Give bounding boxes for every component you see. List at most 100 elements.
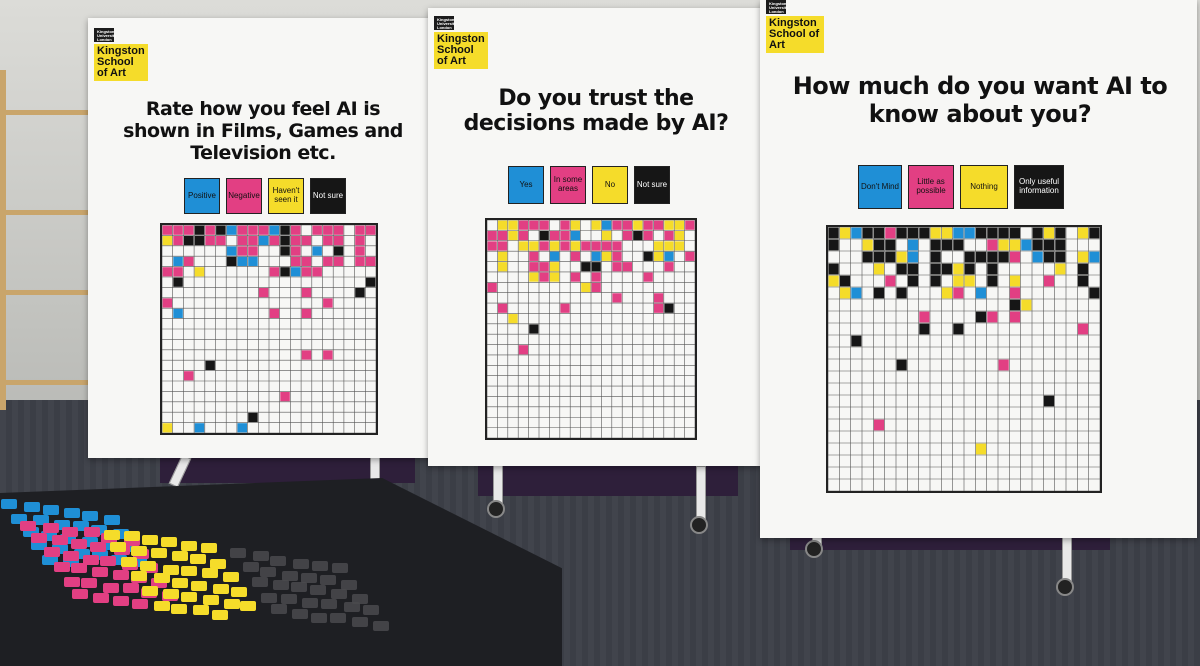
sticker-tile[interactable] — [252, 551, 269, 562]
sticker-tile[interactable] — [130, 546, 147, 557]
sticker-tile[interactable] — [62, 526, 79, 537]
sticker-tile[interactable] — [272, 579, 289, 590]
sticker-tile[interactable] — [112, 569, 129, 580]
sticker-tile[interactable] — [63, 550, 80, 561]
sticker-tile[interactable] — [330, 613, 347, 624]
sticker-tile[interactable] — [172, 577, 189, 588]
sticker-tile[interactable] — [1, 498, 18, 509]
sticker-tile[interactable] — [210, 558, 227, 569]
sticker-tile[interactable] — [190, 581, 207, 592]
sticker-tile[interactable] — [181, 566, 198, 577]
sticker-tile[interactable] — [103, 515, 120, 526]
sticker-tile[interactable] — [372, 621, 389, 632]
sticker-tile[interactable] — [52, 535, 69, 546]
sticker-tile[interactable] — [42, 504, 59, 515]
sticker-tile[interactable] — [70, 539, 87, 550]
sticker-tile[interactable] — [202, 594, 219, 605]
sticker-tile[interactable] — [82, 554, 99, 565]
sticker-tile[interactable] — [281, 594, 298, 604]
sticker-tile[interactable] — [240, 600, 257, 611]
sticker-tile[interactable] — [230, 548, 247, 559]
sticker-tile[interactable] — [310, 585, 327, 596]
sticker-tile[interactable] — [53, 520, 70, 531]
sticker-tile[interactable] — [351, 617, 368, 628]
sticker-tile[interactable] — [132, 598, 149, 609]
sticker-tile[interactable] — [161, 537, 178, 548]
sticker-tile[interactable] — [251, 577, 268, 588]
sticker-tile[interactable] — [200, 543, 217, 554]
sticker-tile[interactable] — [172, 551, 189, 562]
sticker-tile[interactable] — [121, 557, 138, 568]
sticker-tile[interactable] — [51, 543, 68, 554]
sticker-tile[interactable] — [292, 559, 309, 570]
sticker-tile[interactable] — [92, 593, 109, 604]
sticker-tile[interactable] — [43, 546, 60, 557]
sticker-tile[interactable] — [343, 602, 360, 613]
sticker-tile[interactable] — [103, 530, 120, 541]
sticker-tile[interactable] — [83, 527, 100, 538]
sticker-tile[interactable] — [113, 596, 130, 607]
sticker-tile[interactable] — [181, 540, 198, 551]
sticker-tile[interactable] — [23, 527, 40, 538]
sticker-tile[interactable] — [23, 502, 40, 513]
sticker-tile[interactable] — [130, 571, 147, 582]
sticker-tile[interactable] — [122, 583, 139, 594]
sticker-tile[interactable] — [80, 577, 97, 588]
sticker-tile[interactable] — [320, 599, 337, 610]
sticker-tile[interactable] — [270, 556, 287, 567]
sticker-tile[interactable] — [92, 549, 109, 560]
sticker-tile[interactable] — [341, 579, 358, 590]
sticker-tile[interactable] — [332, 563, 349, 574]
sticker-tile[interactable] — [190, 554, 206, 565]
sticker-tile[interactable] — [70, 563, 87, 574]
sticker-tile[interactable] — [63, 576, 80, 587]
sticker-tile[interactable] — [123, 531, 140, 542]
sticker-tile[interactable] — [71, 588, 88, 599]
sticker-tile[interactable] — [140, 560, 157, 571]
sticker-tile[interactable] — [320, 574, 337, 585]
sticker-tile[interactable] — [142, 586, 159, 597]
sticker-tile[interactable] — [242, 562, 259, 573]
sticker-tile[interactable] — [90, 542, 107, 553]
sticker-tile[interactable] — [63, 557, 80, 568]
sticker-tile[interactable] — [300, 572, 317, 583]
sticker-tile[interactable] — [42, 554, 59, 565]
sticker-tile[interactable] — [60, 534, 77, 545]
sticker-tile[interactable] — [63, 508, 80, 519]
sticker-tile[interactable] — [103, 582, 120, 593]
sticker-tile[interactable] — [30, 533, 47, 544]
sticker-tile[interactable] — [192, 604, 209, 615]
sticker-tile[interactable] — [113, 528, 130, 539]
sticker-tile[interactable] — [151, 548, 168, 559]
sticker-tile[interactable] — [290, 582, 307, 593]
sticker-tile[interactable] — [82, 536, 99, 547]
sticker-tile[interactable] — [101, 539, 118, 550]
sticker-tile[interactable] — [331, 588, 348, 599]
sticker-tile[interactable] — [11, 513, 28, 524]
sticker-tile[interactable] — [302, 598, 319, 609]
sticker-tile[interactable] — [170, 603, 187, 614]
sticker-tile[interactable] — [163, 564, 180, 575]
sticker-tile[interactable] — [271, 604, 288, 615]
sticker-tile[interactable] — [32, 515, 49, 526]
sticker-tile[interactable] — [181, 592, 198, 603]
sticker-tile[interactable] — [260, 567, 277, 578]
sticker-tile[interactable] — [92, 566, 109, 577]
sticker-tile[interactable] — [163, 588, 180, 599]
sticker-tile[interactable] — [231, 586, 248, 597]
sticker-tile[interactable] — [141, 535, 158, 546]
sticker-tile[interactable] — [110, 554, 127, 565]
sticker-tile[interactable] — [363, 605, 380, 615]
sticker-tile[interactable] — [42, 523, 59, 534]
sticker-tile[interactable] — [212, 584, 229, 595]
sticker-tile[interactable] — [311, 561, 328, 572]
sticker-tile[interactable] — [110, 542, 127, 553]
sticker-tile[interactable] — [130, 556, 147, 567]
sticker-tile[interactable] — [153, 600, 170, 611]
sticker-tile[interactable] — [81, 511, 98, 522]
sticker-tile[interactable] — [20, 520, 37, 531]
sticker-tile[interactable] — [41, 531, 58, 542]
sticker-tile[interactable] — [73, 548, 90, 559]
sticker-tile[interactable] — [292, 608, 309, 619]
sticker-tile[interactable] — [53, 562, 70, 573]
